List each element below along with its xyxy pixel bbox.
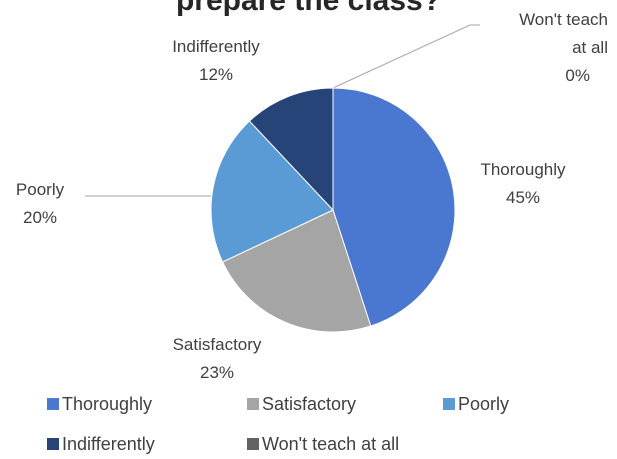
label-name: Satisfactory: [172, 335, 262, 354]
legend-swatch: [443, 398, 455, 410]
data-label: Thoroughly 45%: [458, 156, 588, 212]
label-value: 0%: [565, 66, 590, 85]
legend-swatch: [247, 398, 259, 410]
data-label: Won't teach at all 0%: [488, 6, 608, 90]
label-value: 45%: [505, 188, 541, 207]
label-value: 20%: [22, 208, 58, 227]
label-value: 12%: [198, 65, 234, 84]
legend-swatch: [247, 438, 259, 450]
legend-label: Satisfactory: [262, 394, 357, 414]
legend-swatch: [47, 438, 59, 450]
chart-title: prepare the class?: [175, 0, 442, 17]
data-label: Poorly 20%: [0, 176, 90, 232]
legend-label: Poorly: [458, 394, 510, 414]
data-label: Satisfactory 23%: [152, 331, 282, 387]
label-name: Thoroughly: [480, 160, 566, 179]
data-label: Indifferently 12%: [151, 33, 281, 89]
label-value: 23%: [199, 363, 235, 382]
legend-label: Won't teach at all: [262, 434, 400, 454]
pie-slice: [221, 209, 372, 333]
pie-slice: [248, 87, 334, 212]
pie-slice: [210, 120, 334, 263]
label-name: Won't teach at all: [519, 10, 608, 57]
label-name: Indifferently: [172, 37, 260, 56]
pie-slice: [332, 87, 456, 327]
label-name: Poorly: [15, 180, 65, 199]
legend-label: Indifferently: [62, 434, 155, 454]
legend-label: Thoroughly: [62, 394, 153, 414]
leader-line: [332, 24, 480, 89]
legend-swatch: [47, 398, 59, 410]
